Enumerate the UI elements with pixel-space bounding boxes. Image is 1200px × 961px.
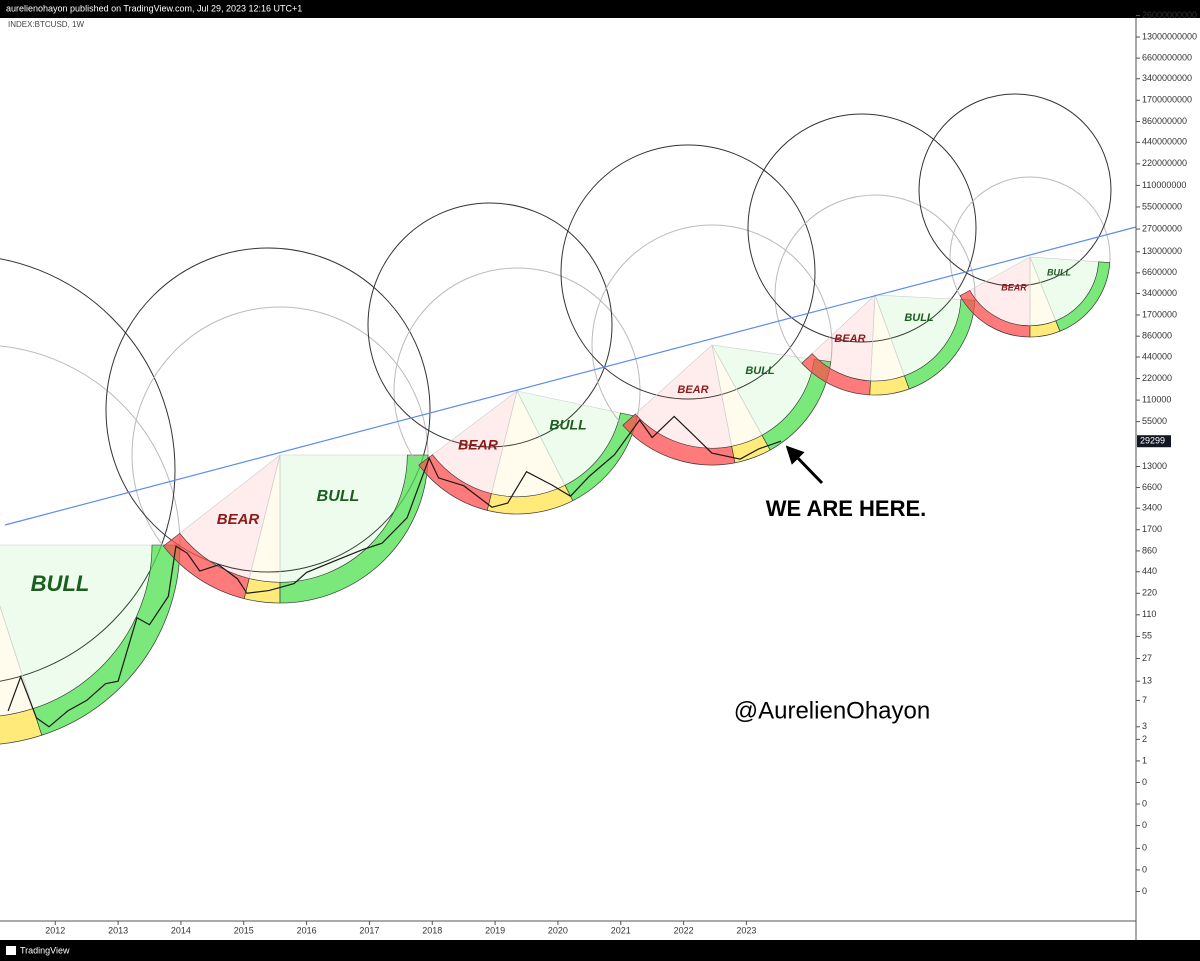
cycle-label: BEAR xyxy=(1001,282,1027,292)
y-tick-label: 3 xyxy=(1142,721,1147,731)
last-price-box xyxy=(1137,435,1171,448)
y-tick-label: 860000 xyxy=(1142,331,1172,341)
y-tick-label: 440000000 xyxy=(1142,137,1187,147)
x-tick-label: 2023 xyxy=(736,925,756,935)
y-tick-label: 0 xyxy=(1142,843,1147,853)
arrow xyxy=(785,445,824,485)
y-tick-label: 13000000000 xyxy=(1142,31,1197,41)
y-tick-label: 440000 xyxy=(1142,351,1172,361)
cycle-circle xyxy=(560,144,816,400)
y-tick-label: 0 xyxy=(1142,864,1147,874)
cycle-label: BULL xyxy=(1047,267,1071,277)
y-tick-label: 13000000 xyxy=(1142,246,1182,256)
y-tick-label: 860000000 xyxy=(1142,116,1187,126)
y-tick-label: 440 xyxy=(1142,566,1157,576)
y-tick-label: 0 xyxy=(1142,777,1147,787)
cycle-circle xyxy=(105,247,431,573)
cycle-label: BULL xyxy=(904,312,934,324)
x-tick-label: 2012 xyxy=(45,925,65,935)
x-tick-label: 2019 xyxy=(485,925,505,935)
cycle-label: BEAR xyxy=(458,437,499,453)
y-tick-label: 7 xyxy=(1142,695,1147,705)
header-bar xyxy=(0,0,1200,18)
x-tick-label: 2017 xyxy=(359,925,379,935)
cycle-band xyxy=(243,578,281,604)
y-tick-label: 220000 xyxy=(1142,373,1172,383)
x-tick-label: 2015 xyxy=(234,925,254,935)
y-tick-label: 13000 xyxy=(1142,461,1167,471)
cycle-label: BULL xyxy=(549,417,586,433)
y-tick-label: 6600 xyxy=(1142,482,1162,492)
symbol: INDEX:BTCUSD, 1W xyxy=(8,20,84,29)
y-tick-label: 1700000000 xyxy=(1142,95,1192,105)
y-tick-label: 27000000 xyxy=(1142,223,1182,233)
y-tick-label: 13 xyxy=(1142,676,1152,686)
y-tick-label: 2 xyxy=(1142,734,1147,744)
y-tick-label: 55000 xyxy=(1142,416,1167,426)
cycle-band xyxy=(279,454,429,604)
y-tick-label: 3400 xyxy=(1142,503,1162,513)
y-tick-label: 3400000 xyxy=(1142,288,1177,298)
y-tick-label: 110000 xyxy=(1142,394,1171,404)
cycle-band xyxy=(1055,261,1111,332)
y-tick-label: 110000000 xyxy=(1142,180,1186,190)
watermark: @AurelienOhayon xyxy=(734,697,930,724)
x-tick-label: 2022 xyxy=(674,925,694,935)
last-price-label: 29299 xyxy=(1140,436,1165,446)
x-tick-label: 2018 xyxy=(422,925,442,935)
price-line xyxy=(7,415,782,728)
cycle-circle xyxy=(367,202,613,448)
y-tick-label: 1700 xyxy=(1142,524,1162,534)
y-tick-label: 55000000 xyxy=(1142,201,1182,211)
footer-logo xyxy=(6,946,16,955)
cycle-label: BULL xyxy=(31,571,90,596)
footer-bar xyxy=(0,940,1200,961)
y-tick-label: 220 xyxy=(1142,588,1157,598)
callout: WE ARE HERE. xyxy=(766,496,927,521)
y-tick-label: 6600000 xyxy=(1142,267,1177,277)
cycle-circle xyxy=(918,93,1112,287)
x-tick-label: 2014 xyxy=(171,925,191,935)
cycle-label: BEAR xyxy=(834,333,865,345)
x-tick-label: 2020 xyxy=(548,925,568,935)
y-tick-label: 1700000 xyxy=(1142,309,1177,319)
trend-line xyxy=(4,226,1137,526)
footer-text: TradingView xyxy=(20,945,70,955)
y-tick-label: 0 xyxy=(1142,820,1147,830)
y-tick-label: 0 xyxy=(1142,798,1147,808)
cycle-drawings: BULL BEAR BULL BEAR BULL BEAR BULL BEAR BULL BEAR… xyxy=(0,93,1112,745)
x-tick-label: 2016 xyxy=(297,925,317,935)
y-tick-label: 860 xyxy=(1142,545,1157,555)
cycle-circle xyxy=(0,258,176,682)
y-tick-label: 0 xyxy=(1142,886,1147,896)
cycle-label: BEAR xyxy=(677,384,708,396)
plot: 2600000000013000000000660000000034000000… xyxy=(7,10,1197,935)
cycle-band xyxy=(564,412,638,501)
x-tick-label: 2021 xyxy=(611,925,631,935)
x-tick-label: 2013 xyxy=(108,925,128,935)
y-tick-label: 3400000000 xyxy=(1142,73,1192,83)
cycle-sector xyxy=(279,454,408,583)
y-tick-label: 26000000000 xyxy=(1142,10,1197,20)
cycle-label: BEAR xyxy=(217,511,260,528)
header-text: aurelienohayon published on TradingView.… xyxy=(6,3,302,13)
cycle-band xyxy=(761,359,832,451)
y-tick-label: 220000000 xyxy=(1142,158,1187,168)
y-tick-label: 27 xyxy=(1142,653,1152,663)
cycle-circle xyxy=(747,113,977,343)
y-tick-label: 110 xyxy=(1142,609,1156,619)
y-tick-label: 55 xyxy=(1142,631,1152,641)
cycle-label: BULL xyxy=(745,365,775,377)
y-tick-label: 1 xyxy=(1142,755,1147,765)
y-tick-label: 6600000000 xyxy=(1142,53,1192,63)
cycle-label: BULL xyxy=(317,488,360,505)
